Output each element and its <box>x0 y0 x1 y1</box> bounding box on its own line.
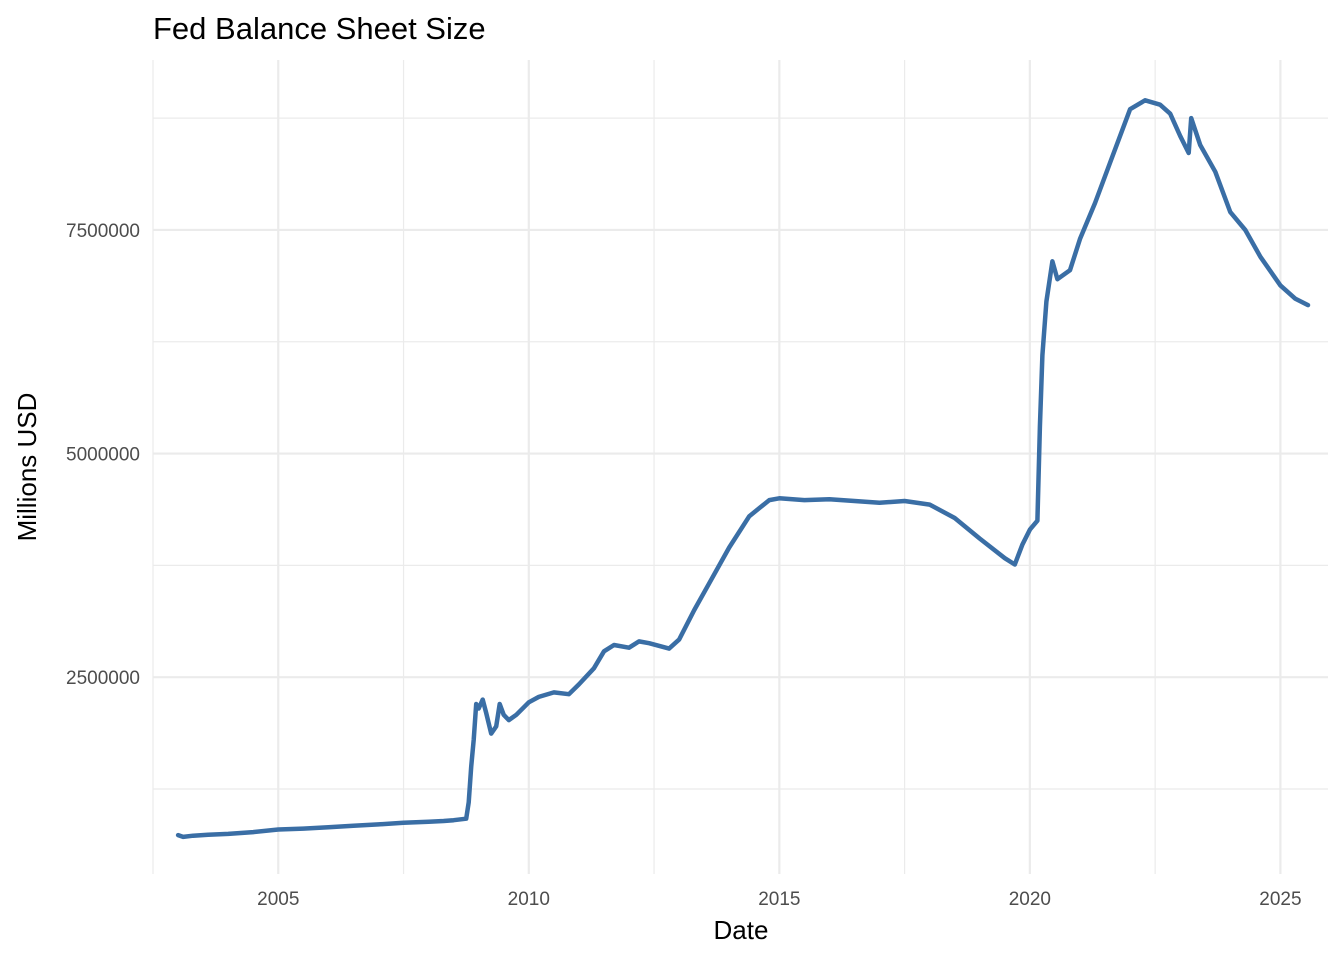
tick-labels: 2005 2010 2015 2020 2025 2500000 5000000 750000… <box>66 221 1302 910</box>
y-tick-label: 5000000 <box>66 445 140 466</box>
y-tick-label: 2500000 <box>66 668 140 689</box>
x-tick-label: 2025 <box>1259 889 1301 910</box>
series-layer <box>175 98 1311 840</box>
x-tick-label: 2020 <box>1009 889 1051 910</box>
y-axis-title: Millions USD <box>12 393 42 542</box>
chart-title: Fed Balance Sheet Size <box>153 11 486 46</box>
y-tick-label: 7500000 <box>66 221 140 242</box>
x-tick-label: 2015 <box>758 889 800 910</box>
x-axis-title: Date <box>714 915 769 945</box>
x-tick-label: 2005 <box>257 889 299 910</box>
grid <box>152 60 1328 874</box>
balance-sheet-line <box>175 98 1311 840</box>
x-tick-label: 2010 <box>508 889 550 910</box>
